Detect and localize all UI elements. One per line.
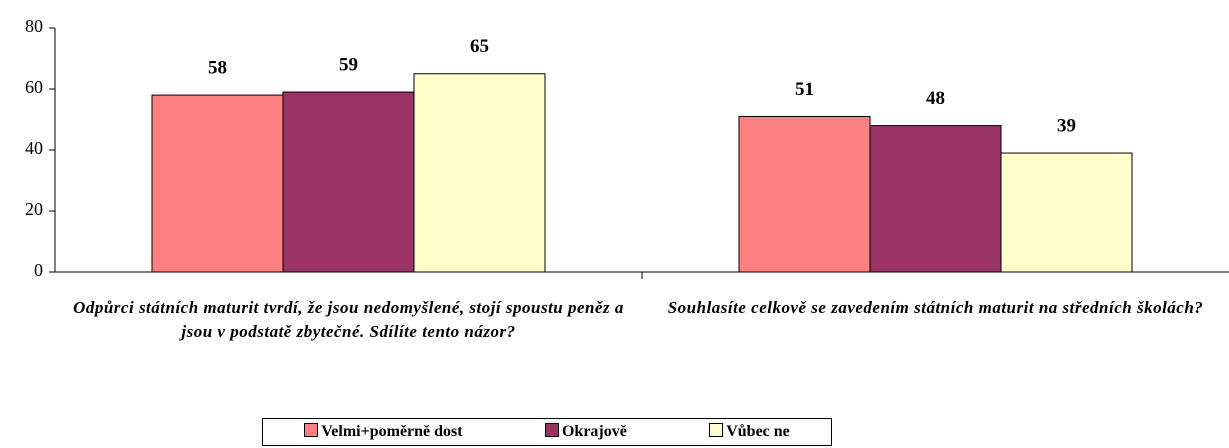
legend-item: Vůbec ne xyxy=(709,423,790,441)
legend-label: Vůbec ne xyxy=(726,423,790,440)
value-label: 59 xyxy=(339,54,358,75)
chart: 0 20 40 60 80 58 59 65 51 48 39 xyxy=(25,16,1229,280)
legend-swatch xyxy=(544,423,559,437)
bar xyxy=(282,91,415,273)
y-tick-label: 0 xyxy=(34,260,43,280)
bar xyxy=(738,115,871,273)
y-tick-label: 60 xyxy=(25,77,43,97)
legend-item: Velmi+poměrně dost xyxy=(304,423,463,441)
value-label: 51 xyxy=(795,79,814,100)
bar xyxy=(1000,152,1133,273)
x-tick-label: Souhlasíte celkově se zavedením státních… xyxy=(667,298,1204,317)
value-label: 48 xyxy=(926,88,945,109)
bar xyxy=(869,125,1002,273)
y-tick-label: 20 xyxy=(25,199,43,219)
legend-label: Okrajově xyxy=(561,423,627,440)
value-label: 39 xyxy=(1057,115,1076,136)
legend-item: Okrajově xyxy=(544,423,627,441)
legend-swatch xyxy=(304,423,319,437)
legend-label: Velmi+poměrně dost xyxy=(321,423,463,440)
legend-swatch xyxy=(709,423,724,437)
bar xyxy=(413,73,546,273)
value-label: 58 xyxy=(208,57,227,78)
y-tick-label: 40 xyxy=(25,138,43,158)
y-tick-label: 80 xyxy=(25,16,43,36)
value-label: 65 xyxy=(470,36,489,57)
legend: Velmi+poměrně dost Okrajově Vůbec ne xyxy=(262,418,832,446)
x-tick-label: Odpůrci státních maturit tvrdí, že jsou … xyxy=(73,298,624,341)
bar xyxy=(151,94,284,273)
